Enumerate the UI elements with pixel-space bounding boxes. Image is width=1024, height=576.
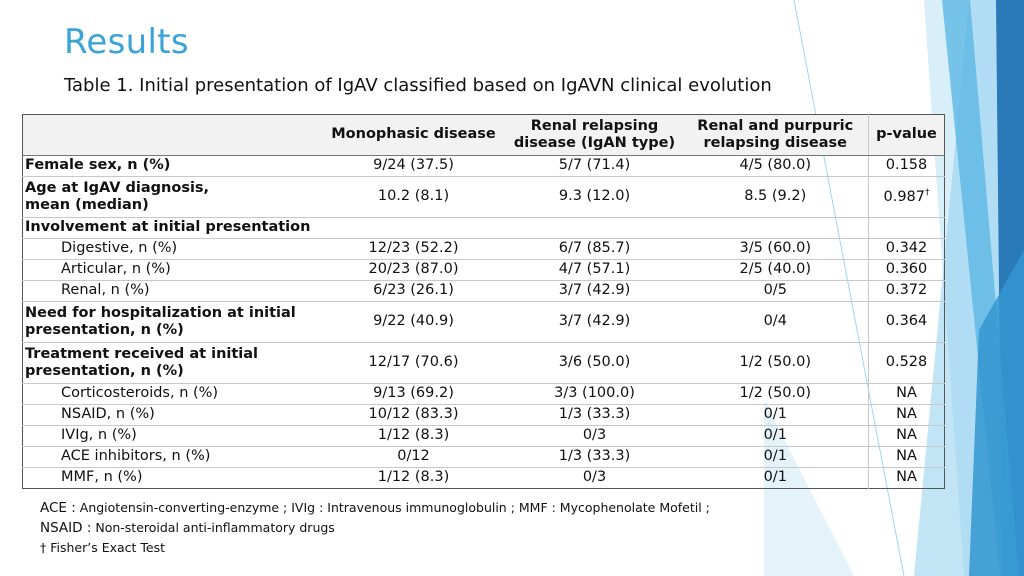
table-row: Treatment received at initial presentatio… xyxy=(22,342,945,384)
row-label: NSAID, n (%) xyxy=(22,404,321,426)
row-label: Treatment received at initial presentatio… xyxy=(22,342,321,384)
cell-monophasic: 9/13 (69.2) xyxy=(320,383,507,405)
cell-renal-purpuric xyxy=(682,217,869,239)
table-header-row: Monophasic disease Renal relapsing diseas… xyxy=(22,114,945,156)
cell-p-value: 0.987† xyxy=(868,176,945,218)
cell-renal-purpuric: 1/2 (50.0) xyxy=(682,342,869,384)
cell-monophasic: 20/23 (87.0) xyxy=(320,259,507,281)
table-row: Renal, n (%) 6/23 (26.1) 3/7 (42.9) 0/5 0.37… xyxy=(22,280,945,302)
header-cell-empty xyxy=(22,114,321,156)
footnote-line-3: † Fisher’s Exact Test xyxy=(40,538,710,557)
cell-renal-purpuric: 0/1 xyxy=(682,446,869,468)
cell-renal-purpuric: 0/1 xyxy=(682,425,869,447)
table-row: MMF, n (%) 1/12 (8.3) 0/3 0/1 NA xyxy=(22,467,945,489)
table-row: Digestive, n (%) 12/23 (52.2) 6/7 (85.7) 3/… xyxy=(22,238,945,260)
row-label: ACE inhibitors, n (%) xyxy=(22,446,321,468)
cell-renal-purpuric: 3/5 (60.0) xyxy=(682,238,869,260)
footnote-text: Fisher’s Exact Test xyxy=(46,540,166,555)
footnote-text: Angiotensin-converting-enzyme ; IVIg : I… xyxy=(75,500,710,515)
cell-renal-purpuric: 4/5 (80.0) xyxy=(682,155,869,177)
cell-p-value: 0.372 xyxy=(868,280,945,302)
header-renal-purpuric: Renal and purpuric relapsing disease xyxy=(682,114,869,156)
footnote-line-2: NSAID : Non-steroidal anti-inflammatory … xyxy=(40,518,710,538)
cell-renal-relapsing: 6/7 (85.7) xyxy=(506,238,683,260)
cell-monophasic: 10/12 (83.3) xyxy=(320,404,507,426)
cell-renal-relapsing: 0/3 xyxy=(506,425,683,447)
header-renal-relapsing: Renal relapsing disease (IgAN type) xyxy=(506,114,683,156)
footnote-key: NSAID : xyxy=(40,520,92,536)
row-label: Female sex, n (%) xyxy=(22,155,321,177)
cell-p-value: NA xyxy=(868,467,945,489)
row-label: IVIg, n (%) xyxy=(22,425,321,447)
row-label: Age at IgAV diagnosis, mean (median) xyxy=(22,176,321,218)
cell-renal-relapsing: 3/7 (42.9) xyxy=(506,280,683,302)
footnote-line-1: ACE : Angiotensin-converting-enzyme ; IV… xyxy=(40,498,710,518)
footnote-key: ACE : xyxy=(40,500,76,516)
results-table-container: Monophasic disease Renal relapsing diseas… xyxy=(22,114,945,489)
row-label: MMF, n (%) xyxy=(22,467,321,489)
cell-monophasic: 6/23 (26.1) xyxy=(320,280,507,302)
cell-renal-relapsing: 1/3 (33.3) xyxy=(506,404,683,426)
cell-renal-relapsing: 5/7 (71.4) xyxy=(506,155,683,177)
cell-monophasic: 9/22 (40.9) xyxy=(320,301,507,343)
cell-renal-purpuric: 8.5 (9.2) xyxy=(682,176,869,218)
table-row: Involvement at initial presentation xyxy=(22,217,945,239)
cell-renal-relapsing: 1/3 (33.3) xyxy=(506,446,683,468)
cell-renal-purpuric: 1/2 (50.0) xyxy=(682,383,869,405)
cell-renal-relapsing: 3/7 (42.9) xyxy=(506,301,683,343)
cell-monophasic: 12/23 (52.2) xyxy=(320,238,507,260)
cell-renal-purpuric: 0/5 xyxy=(682,280,869,302)
cell-monophasic: 1/12 (8.3) xyxy=(320,425,507,447)
row-label: Renal, n (%) xyxy=(22,280,321,302)
cell-monophasic: 1/12 (8.3) xyxy=(320,467,507,489)
cell-p-value xyxy=(868,217,945,239)
cell-monophasic xyxy=(320,217,507,239)
cell-p-value: 0.360 xyxy=(868,259,945,281)
cell-monophasic: 0/12 xyxy=(320,446,507,468)
cell-monophasic: 12/17 (70.6) xyxy=(320,342,507,384)
table-row: IVIg, n (%) 1/12 (8.3) 0/3 0/1 NA xyxy=(22,425,945,447)
table-row: Female sex, n (%) 9/24 (37.5) 5/7 (71.4) 4/… xyxy=(22,155,945,177)
cell-p-value: 0.342 xyxy=(868,238,945,260)
footnote-mark: † xyxy=(40,540,47,555)
cell-monophasic: 9/24 (37.5) xyxy=(320,155,507,177)
cell-renal-relapsing: 0/3 xyxy=(506,467,683,489)
cell-p-value: NA xyxy=(868,404,945,426)
cell-p-value: 0.528 xyxy=(868,342,945,384)
page-title: Results xyxy=(64,22,189,62)
cell-p-value: 0.158 xyxy=(868,155,945,177)
cell-p-value: NA xyxy=(868,383,945,405)
cell-renal-purpuric: 0/1 xyxy=(682,467,869,489)
table-row: Need for hospitalization at initial prese… xyxy=(22,301,945,343)
table-row: Age at IgAV diagnosis, mean (median) 10.2 … xyxy=(22,176,945,218)
footnote-marker: † xyxy=(925,187,930,198)
table-row: NSAID, n (%) 10/12 (83.3) 1/3 (33.3) 0/1 NA xyxy=(22,404,945,426)
cell-p-value: NA xyxy=(868,425,945,447)
header-p-value: p-value xyxy=(868,114,945,156)
table-row: Corticosteroids, n (%) 9/13 (69.2) 3/3 (10… xyxy=(22,383,945,405)
table-caption: Table 1. Initial presentation of IgAV cl… xyxy=(64,75,772,96)
table-row: ACE inhibitors, n (%) 0/12 1/3 (33.3) 0/1 NA xyxy=(22,446,945,468)
cell-renal-relapsing: 3/6 (50.0) xyxy=(506,342,683,384)
row-label: Digestive, n (%) xyxy=(22,238,321,260)
cell-renal-purpuric: 0/4 xyxy=(682,301,869,343)
row-label: Involvement at initial presentation xyxy=(22,217,321,239)
header-monophasic: Monophasic disease xyxy=(320,114,507,156)
cell-p-value: NA xyxy=(868,446,945,468)
row-label: Need for hospitalization at initial prese… xyxy=(22,301,321,343)
results-table: Monophasic disease Renal relapsing diseas… xyxy=(22,114,945,489)
cell-renal-relapsing: 3/3 (100.0) xyxy=(506,383,683,405)
cell-renal-purpuric: 0/1 xyxy=(682,404,869,426)
footnotes: ACE : Angiotensin-converting-enzyme ; IV… xyxy=(40,498,710,557)
row-label: Articular, n (%) xyxy=(22,259,321,281)
table-row: Articular, n (%) 20/23 (87.0) 4/7 (57.1) 2/… xyxy=(22,259,945,281)
cell-renal-relapsing: 9.3 (12.0) xyxy=(506,176,683,218)
cell-renal-relapsing: 4/7 (57.1) xyxy=(506,259,683,281)
cell-renal-purpuric: 2/5 (40.0) xyxy=(682,259,869,281)
cell-renal-relapsing xyxy=(506,217,683,239)
cell-p-value: 0.364 xyxy=(868,301,945,343)
cell-monophasic: 10.2 (8.1) xyxy=(320,176,507,218)
footnote-text: Non-steroidal anti-inflammatory drugs xyxy=(91,520,335,535)
row-label: Corticosteroids, n (%) xyxy=(22,383,321,405)
